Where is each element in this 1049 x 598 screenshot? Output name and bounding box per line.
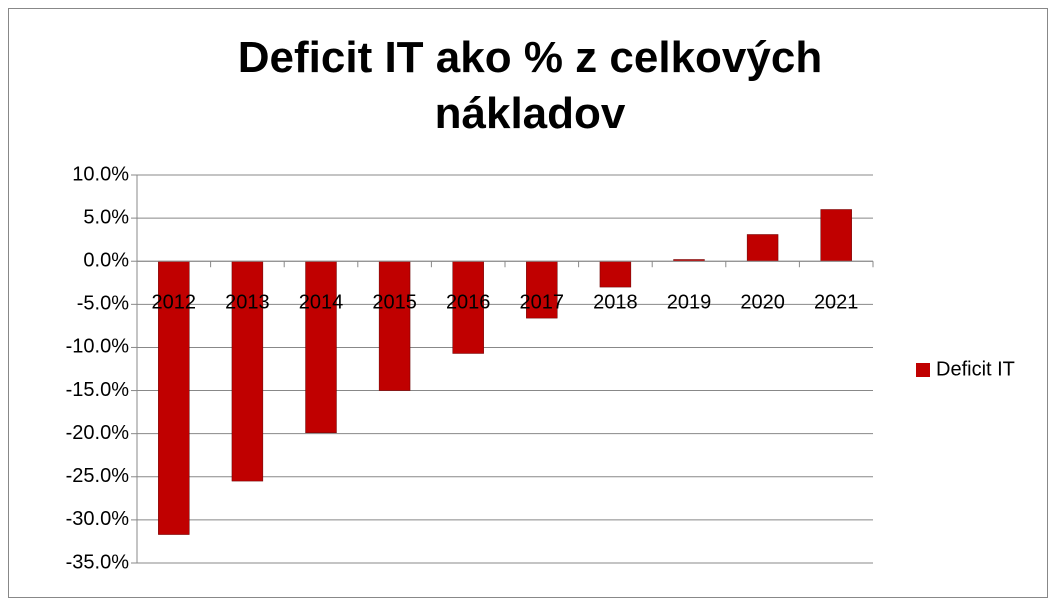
- y-tick-label: -5.0%: [77, 293, 129, 315]
- y-tick-label: -30.0%: [66, 508, 130, 530]
- x-tick-label: 2017: [520, 292, 565, 314]
- y-tick-label: -15.0%: [66, 379, 130, 401]
- y-tick-label: -20.0%: [66, 422, 130, 444]
- x-tick-label: 2014: [299, 292, 344, 314]
- bar: [378, 260, 411, 391]
- bar: [158, 260, 190, 535]
- x-tick-label: 2015: [372, 292, 417, 314]
- bar: [746, 234, 779, 262]
- bar: [820, 209, 852, 262]
- x-tick-label: 2012: [152, 292, 197, 314]
- y-tick-label: -25.0%: [66, 465, 130, 487]
- x-tick-label: 2013: [225, 292, 270, 314]
- x-tick-label: 2018: [593, 292, 638, 314]
- chart: -35.0% -30.0% -25.0% -20.0% -15.0% -10.0% -5.0…: [66, 163, 1015, 573]
- y-tick-label: 5.0%: [83, 206, 129, 228]
- x-tick-label: 2021: [814, 292, 859, 314]
- y-tick-label: 10.0%: [72, 163, 129, 185]
- legend-label: Deficit IT: [936, 358, 1015, 380]
- y-tick-label: -10.0%: [66, 336, 130, 358]
- bar: [452, 260, 484, 354]
- bar: [526, 260, 558, 319]
- bar: [599, 260, 632, 288]
- bar: [231, 260, 264, 482]
- x-tick-label: 2020: [740, 292, 785, 314]
- y-tick-label: -35.0%: [66, 551, 130, 573]
- x-tick-label: 2016: [446, 292, 491, 314]
- legend-swatch: [916, 363, 930, 377]
- bar: [305, 260, 337, 434]
- y-tick-label: 0.0%: [83, 250, 129, 272]
- chart-title: Deficit IT ako % z celkových nákladov: [237, 33, 823, 138]
- x-tick-label: 2019: [667, 292, 712, 314]
